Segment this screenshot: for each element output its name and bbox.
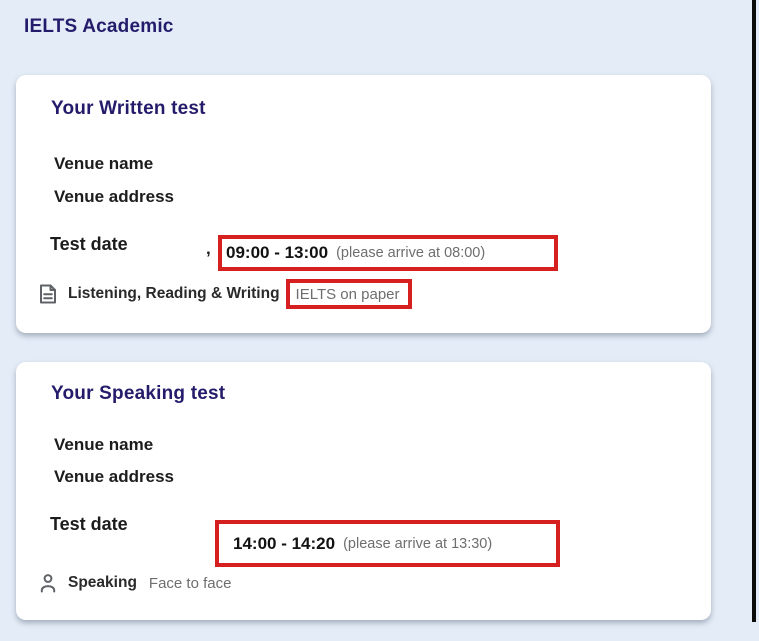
- test-date-label: Test date: [50, 514, 128, 534]
- venue-address: Venue address: [54, 187, 175, 206]
- written-arrive-note: (please arrive at 08:00): [336, 245, 486, 261]
- speaking-format: Face to face: [148, 574, 232, 592]
- written-test-heading: Your Written test: [51, 98, 206, 119]
- written-format: IELTS on paper: [295, 285, 400, 303]
- speaking-time-range: 14:00 - 14:20: [233, 533, 336, 553]
- highlight-box-written-time: 09:00 - 13:00 (please arrive at 08:00): [218, 235, 558, 271]
- speaking-test-card: Your Speaking test Venue name Venue addr…: [16, 362, 711, 620]
- date-separator: ,: [206, 239, 211, 258]
- written-time-range: 09:00 - 13:00: [226, 243, 329, 262]
- venue-address: Venue address: [54, 467, 175, 486]
- written-subject-row: Listening, Reading & Writing IELTS on pa…: [36, 279, 412, 309]
- venue-name: Venue name: [54, 154, 154, 173]
- speaking-subject-row: Speaking Face to face: [36, 571, 231, 595]
- speaking-subject-label: Speaking: [68, 574, 137, 591]
- highlight-box-speaking-time: 14:00 - 14:20 (please arrive at 13:30): [215, 520, 560, 567]
- document-icon: [36, 282, 60, 306]
- venue-name: Venue name: [54, 435, 154, 454]
- screenshot-right-border: [752, 0, 756, 622]
- written-test-card: Your Written test Venue name Venue addre…: [16, 75, 711, 333]
- written-subject-label: Listening, Reading & Writing: [68, 285, 280, 302]
- highlight-box-written-format: IELTS on paper: [285, 279, 412, 309]
- speaking-test-heading: Your Speaking test: [51, 383, 226, 404]
- speaking-arrive-note: (please arrive at 13:30): [343, 535, 493, 552]
- person-icon: [36, 571, 60, 595]
- test-date-label: Test date: [50, 234, 128, 254]
- page-title: IELTS Academic: [24, 16, 174, 37]
